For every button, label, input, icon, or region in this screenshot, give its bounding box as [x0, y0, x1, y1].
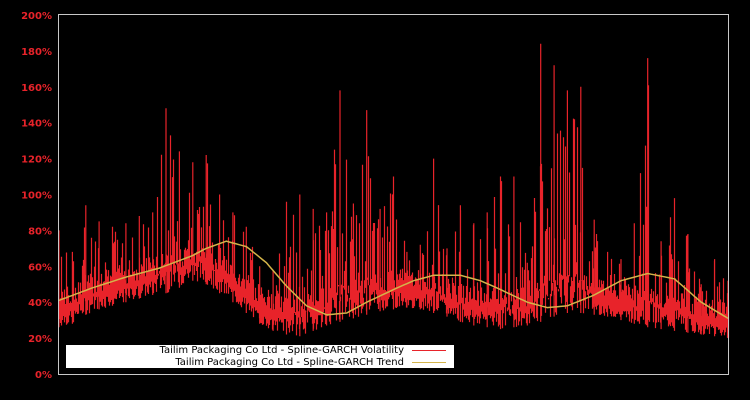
volatility-series [58, 43, 730, 339]
volatility-spikes [58, 43, 730, 339]
y-tick-label: 200% [21, 11, 52, 22]
y-tick-label: 160% [21, 83, 52, 94]
y-tick-label: 20% [28, 334, 52, 345]
y-tick-label: 40% [28, 298, 52, 309]
y-tick-label: 80% [28, 226, 52, 237]
legend: Tailim Packaging Co Ltd - Spline-GARCH V… [66, 345, 454, 368]
y-tick-label: 60% [28, 262, 52, 273]
legend-swatch-trend [412, 362, 446, 363]
y-tick-label: 0% [35, 370, 52, 381]
y-axis-ticks: 0% 20% 40% 60% 80% 100% 120% 140% 160% 180% 200% [21, 11, 52, 381]
plot-frame [58, 14, 729, 375]
y-tick-label: 140% [21, 119, 52, 130]
trend-line [58, 240, 729, 320]
legend-label-volatility: Tailim Packaging Co Ltd - Spline-GARCH V… [159, 345, 404, 356]
legend-item-volatility: Tailim Packaging Co Ltd - Spline-GARCH V… [160, 345, 446, 356]
legend-item-trend: Tailim Packaging Co Ltd - Spline-GARCH T… [175, 357, 446, 368]
y-tick-label: 120% [21, 155, 52, 166]
y-tick-label: 180% [21, 47, 52, 58]
y-tick-label: 100% [21, 191, 52, 202]
legend-label-trend: Tailim Packaging Co Ltd - Spline-GARCH T… [175, 357, 404, 368]
legend-swatch-volatility [412, 350, 446, 351]
